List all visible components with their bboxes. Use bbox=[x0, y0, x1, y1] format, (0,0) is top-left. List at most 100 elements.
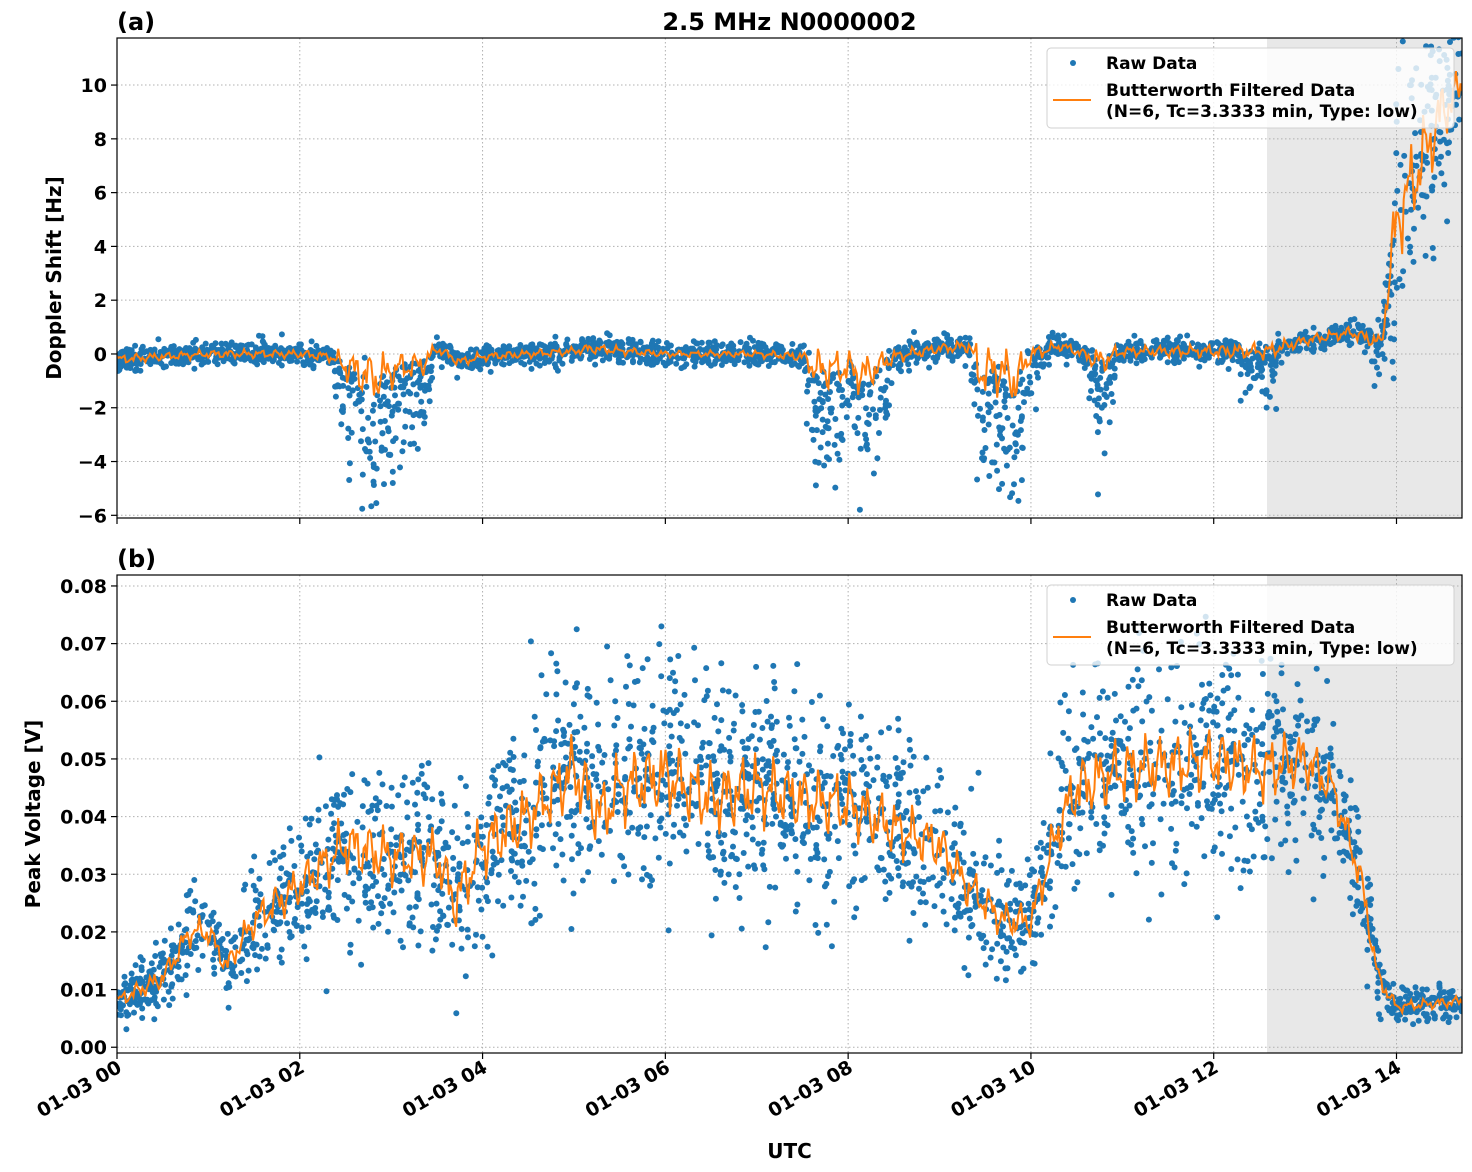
raw-point bbox=[1026, 373, 1033, 380]
raw-point bbox=[854, 430, 861, 437]
raw-point bbox=[1336, 849, 1343, 856]
raw-point bbox=[572, 684, 579, 691]
raw-point bbox=[387, 900, 393, 907]
raw-point bbox=[1133, 360, 1140, 367]
raw-point bbox=[438, 790, 445, 797]
raw-point bbox=[1047, 750, 1054, 757]
raw-point bbox=[1355, 828, 1362, 835]
raw-point bbox=[832, 484, 839, 491]
raw-point bbox=[575, 850, 582, 857]
raw-point bbox=[732, 692, 739, 699]
raw-point bbox=[1004, 446, 1011, 453]
raw-point bbox=[768, 743, 774, 750]
raw-point bbox=[464, 810, 471, 817]
raw-point bbox=[660, 359, 667, 366]
legend-marker-raw bbox=[1070, 60, 1076, 66]
raw-point bbox=[420, 791, 427, 798]
raw-point bbox=[191, 877, 198, 883]
raw-point bbox=[1088, 370, 1095, 377]
raw-point bbox=[1076, 851, 1083, 858]
raw-point bbox=[719, 687, 726, 694]
raw-point bbox=[1326, 753, 1333, 760]
raw-point bbox=[675, 355, 681, 362]
raw-point bbox=[329, 825, 336, 832]
raw-point bbox=[1300, 810, 1307, 817]
raw-point bbox=[248, 867, 255, 874]
raw-point bbox=[1130, 849, 1137, 856]
raw-point bbox=[1228, 805, 1235, 812]
raw-point bbox=[874, 754, 881, 760]
raw-point bbox=[528, 365, 535, 372]
raw-point bbox=[870, 406, 876, 413]
raw-point bbox=[860, 790, 867, 797]
raw-point bbox=[703, 762, 710, 769]
raw-point bbox=[537, 844, 543, 851]
raw-point bbox=[925, 876, 932, 883]
raw-point bbox=[1245, 736, 1252, 743]
raw-point bbox=[788, 822, 795, 829]
raw-point bbox=[1364, 983, 1371, 990]
raw-point bbox=[1221, 791, 1228, 798]
raw-point bbox=[687, 345, 694, 352]
raw-point bbox=[636, 744, 643, 751]
raw-point bbox=[305, 924, 312, 931]
raw-point bbox=[378, 900, 385, 907]
raw-point bbox=[1440, 136, 1447, 143]
raw-point bbox=[968, 371, 975, 378]
raw-point bbox=[345, 435, 352, 441]
raw-point bbox=[1364, 875, 1371, 882]
raw-point bbox=[1052, 904, 1059, 911]
raw-point bbox=[624, 653, 631, 660]
raw-point bbox=[435, 849, 442, 856]
raw-point bbox=[592, 353, 599, 360]
raw-point bbox=[1310, 896, 1317, 903]
raw-point bbox=[817, 743, 824, 750]
raw-point bbox=[1445, 150, 1452, 156]
raw-point bbox=[749, 824, 756, 831]
raw-point bbox=[824, 772, 831, 779]
raw-point bbox=[568, 926, 575, 932]
raw-point bbox=[268, 345, 275, 352]
raw-point bbox=[520, 893, 526, 900]
raw-point bbox=[704, 687, 711, 694]
raw-point bbox=[917, 899, 924, 906]
raw-point bbox=[1065, 735, 1072, 742]
raw-point bbox=[857, 445, 864, 452]
raw-point bbox=[1125, 823, 1132, 830]
raw-point bbox=[343, 830, 350, 837]
raw-point bbox=[358, 438, 364, 445]
raw-point bbox=[566, 721, 573, 728]
x-tick-label: 01-03 14 bbox=[1313, 1056, 1405, 1122]
raw-point bbox=[994, 869, 1001, 876]
raw-point bbox=[692, 353, 699, 360]
raw-point bbox=[450, 866, 457, 873]
raw-point bbox=[1101, 814, 1108, 821]
raw-point bbox=[1321, 854, 1328, 861]
raw-point bbox=[799, 750, 806, 757]
raw-point bbox=[1015, 404, 1022, 411]
raw-point bbox=[662, 830, 669, 837]
raw-point bbox=[948, 340, 955, 347]
raw-point bbox=[593, 771, 600, 778]
raw-point bbox=[486, 794, 493, 801]
raw-point bbox=[407, 441, 414, 448]
raw-point bbox=[858, 757, 865, 763]
raw-point bbox=[831, 898, 838, 905]
raw-point bbox=[226, 343, 233, 349]
raw-point bbox=[1158, 891, 1165, 898]
x-tick-label: 01-03 00 bbox=[33, 1056, 125, 1122]
raw-point bbox=[187, 887, 194, 894]
raw-point bbox=[252, 952, 259, 959]
raw-point bbox=[808, 426, 815, 433]
raw-point bbox=[345, 425, 352, 432]
raw-point bbox=[1455, 51, 1462, 57]
raw-point bbox=[1034, 919, 1041, 926]
raw-point bbox=[359, 803, 366, 810]
raw-point bbox=[844, 397, 851, 404]
raw-point bbox=[791, 736, 798, 743]
raw-point bbox=[1031, 884, 1038, 891]
raw-point bbox=[1311, 826, 1318, 833]
raw-point bbox=[836, 387, 842, 393]
raw-point bbox=[737, 805, 744, 812]
